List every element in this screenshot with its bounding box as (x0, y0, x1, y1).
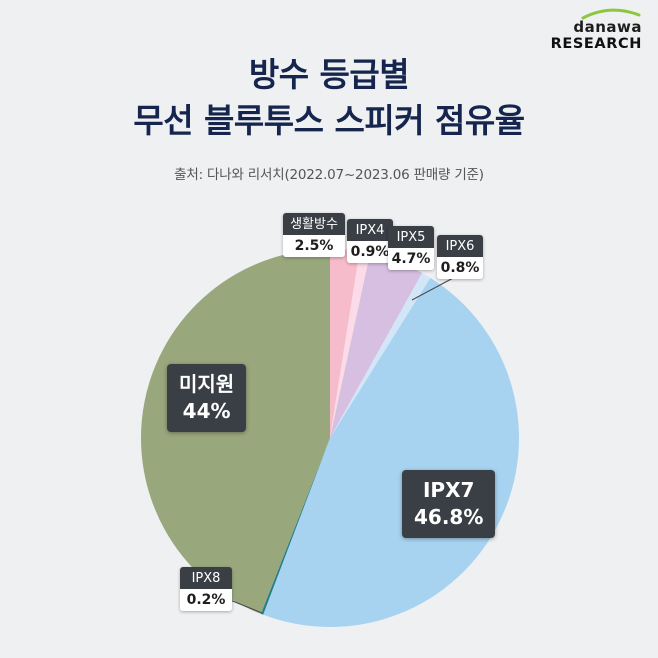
pie-label-ipx6-value: 0.8% (437, 257, 483, 279)
pie-slice-ipx4 (330, 251, 371, 438)
page-title-line1: 방수 등급별 (248, 55, 410, 94)
pie-label-ipx7-value: 46.8% (414, 505, 484, 529)
pie-label-ipx5-value: 4.7% (388, 248, 434, 270)
pie-label-ipx7-name: IPX7 (422, 478, 475, 502)
pie-label-unsupported-value: 44% (182, 399, 231, 423)
pie-label-ipx8: IPX8 0.2% (180, 567, 232, 611)
source-caption: 출처: 다나와 리서치(2022.07~2023.06 판매량 기준) (174, 167, 484, 183)
pie-slice-생활방수 (330, 249, 360, 438)
pie-label-unsupported: 미지원 44% (167, 364, 247, 432)
pie-label-ipx5: IPX5 4.7% (388, 226, 434, 270)
danawa-research-logo: danawa RESEARCH (551, 8, 642, 52)
logo-brand-text: danawa (573, 18, 642, 36)
page-title: 방수 등급별 무선 블루투스 스피커 점유율 (0, 52, 658, 144)
pie-label-life-waterproof-value: 2.5% (283, 235, 345, 257)
pie-label-ipx6: IPX6 0.8% (437, 235, 483, 279)
page-title-line2: 무선 블루투스 스피커 점유율 (133, 101, 525, 140)
pie-slice-ipx5 (330, 253, 423, 438)
pie-label-ipx8-value: 0.2% (180, 589, 232, 611)
logo-swoosh-icon (581, 8, 641, 20)
label-leader-line (411, 276, 456, 301)
pie-label-ipx4-name: IPX4 (347, 219, 393, 241)
pie-label-ipx7: IPX7 46.8% (402, 470, 496, 538)
pie-slice-ipx6 (330, 273, 431, 438)
pie-label-ipx8-name: IPX8 (180, 567, 232, 589)
pie-label-ipx5-name: IPX5 (388, 226, 434, 248)
logo-sub-text: RESEARCH (550, 35, 642, 52)
label-leader-line (229, 599, 263, 614)
pie-slice-ipx7 (263, 277, 520, 628)
pie-slice-ipx8 (260, 438, 330, 615)
pie-label-ipx4-value: 0.9% (347, 241, 393, 263)
pie-label-unsupported-name: 미지원 (179, 372, 235, 396)
pie-label-ipx4: IPX4 0.9% (347, 219, 393, 263)
pie-label-life-waterproof: 생활방수 2.5% (283, 213, 345, 257)
pie-label-ipx6-name: IPX6 (437, 235, 483, 257)
pie-label-life-waterproof-name: 생활방수 (283, 213, 345, 235)
